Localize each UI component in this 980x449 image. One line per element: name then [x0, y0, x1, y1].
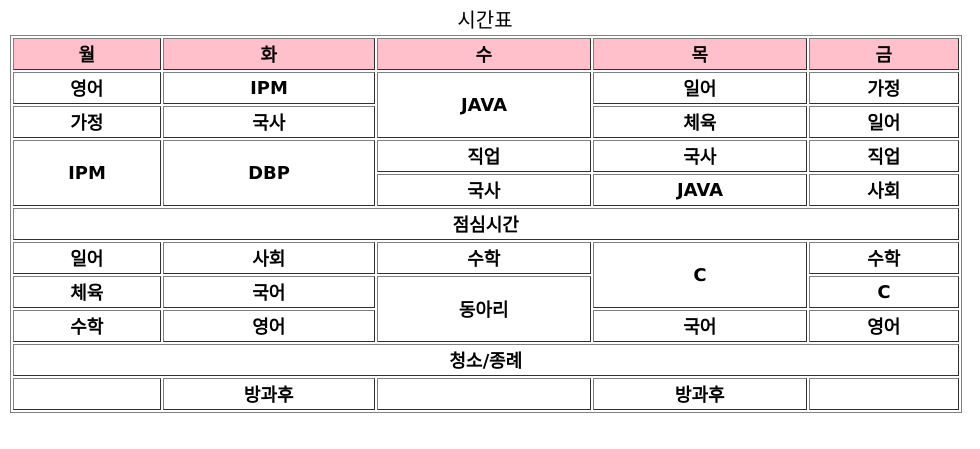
- cell-thu-p7: 국어: [593, 310, 807, 342]
- cell-thu-p2: 체육: [593, 106, 807, 138]
- cell-thu-p5-p6: C: [593, 242, 807, 308]
- cell-tue-p6: 국어: [163, 276, 375, 308]
- day-header-fri: 금: [809, 38, 959, 70]
- cleaning-row: 청소/종례: [13, 344, 959, 376]
- cell-thu-p4: JAVA: [593, 174, 807, 206]
- period-row-3: IPM DBP 직업 국사 직업: [13, 140, 959, 206]
- cell-fri-p6: C: [809, 276, 959, 308]
- cell-fri-after: [809, 378, 959, 410]
- cleaning-cell: 청소/종례: [13, 344, 959, 376]
- period-row-7: 수학 영어 국어 영어: [13, 310, 959, 342]
- cell-mon-p5: 일어: [13, 242, 161, 274]
- timetable: 월 화 수 목 금 영어 IPM JAVA 일어 가정 가정 국사 체육 일어 …: [10, 35, 962, 413]
- cell-wed-p4: 국사: [377, 174, 591, 206]
- cell-thu-p3: 국사: [593, 140, 807, 172]
- day-header-wed: 수: [377, 38, 591, 70]
- cell-fri-p2: 일어: [809, 106, 959, 138]
- cell-mon-p6: 체육: [13, 276, 161, 308]
- cell-fri-p4: 사회: [809, 174, 959, 206]
- day-header-thu: 목: [593, 38, 807, 70]
- cell-mon-p2: 가정: [13, 106, 161, 138]
- cell-mon-p7: 수학: [13, 310, 161, 342]
- cell-thu-after: 방과후: [593, 378, 807, 410]
- cell-tue-p3-p4: DBP: [163, 140, 375, 206]
- day-header-tue: 화: [163, 38, 375, 70]
- period-row-4: 국사 JAVA 사회: [13, 174, 959, 206]
- period-row-2: 가정 국사 체육 일어: [13, 106, 959, 138]
- cell-tue-p5: 사회: [163, 242, 375, 274]
- day-header-mon: 월: [13, 38, 161, 70]
- period-row-5: 일어 사회 수학 C 수학: [13, 242, 959, 308]
- cell-tue-after: 방과후: [163, 378, 375, 410]
- cell-tue-p2: 국사: [163, 106, 375, 138]
- timetable-caption: 시간표: [457, 8, 513, 32]
- after-school-row: 방과후 방과후: [13, 378, 959, 410]
- cell-mon-p1: 영어: [13, 72, 161, 104]
- cell-fri-p5: 수학: [809, 242, 959, 274]
- cell-wed-p1-p2: JAVA: [377, 72, 591, 138]
- cell-wed-after: [377, 378, 591, 410]
- cell-fri-p7: 영어: [809, 310, 959, 342]
- header-row: 월 화 수 목 금: [13, 38, 959, 70]
- cell-wed-p5: 수학: [377, 242, 591, 274]
- lunch-cell: 점심시간: [13, 208, 959, 240]
- cell-tue-p1: IPM: [163, 72, 375, 104]
- cell-mon-after: [13, 378, 161, 410]
- period-row-6: 체육 국어 동아리 C: [13, 276, 959, 342]
- cell-thu-p1: 일어: [593, 72, 807, 104]
- cell-fri-p3: 직업: [809, 140, 959, 172]
- period-row-1: 영어 IPM JAVA 일어 가정: [13, 72, 959, 138]
- cell-wed-p3: 직업: [377, 140, 591, 172]
- cell-wed-p6-p7: 동아리: [377, 276, 591, 342]
- cell-tue-p7: 영어: [163, 310, 375, 342]
- cell-mon-p3-p4: IPM: [13, 140, 161, 206]
- lunch-row: 점심시간: [13, 208, 959, 240]
- cell-fri-p1: 가정: [809, 72, 959, 104]
